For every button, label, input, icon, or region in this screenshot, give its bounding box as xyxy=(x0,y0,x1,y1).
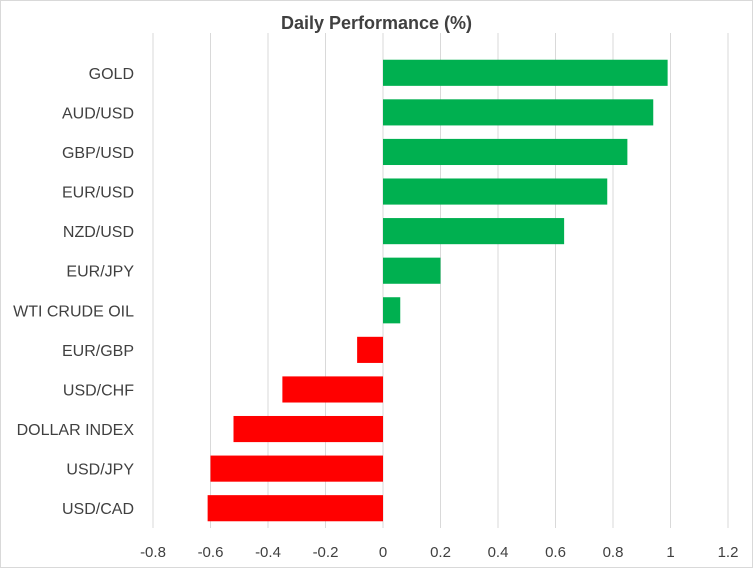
category-label: EUR/USD xyxy=(62,185,134,202)
x-tick-label: -0.8 xyxy=(140,544,166,561)
x-tick-label: -0.2 xyxy=(313,544,339,561)
bar-usd-jpy xyxy=(210,455,383,482)
category-label: AUD/USD xyxy=(62,105,134,122)
bar-layer xyxy=(207,59,668,522)
category-label: EUR/GBP xyxy=(62,343,134,360)
bar-wti-crude-oil xyxy=(383,297,401,324)
x-axis-tick-labels: -0.8 -0.6 -0.4 -0.2 0 0.2 0.4 0.6 0.8 1 1.2 xyxy=(140,544,738,561)
x-tick-label: -0.4 xyxy=(255,544,281,561)
bar-gold xyxy=(383,59,668,86)
category-label: GOLD xyxy=(89,66,134,83)
category-label: NZD/USD xyxy=(63,224,134,241)
x-tick-label: 0.4 xyxy=(488,544,509,561)
x-tick-label: 0.2 xyxy=(430,544,451,561)
category-label: USD/CAD xyxy=(62,501,134,518)
bar-eur-usd xyxy=(383,178,608,205)
bar-nzd-usd xyxy=(383,218,565,245)
category-label: GBP/USD xyxy=(62,145,134,162)
bar-usd-chf xyxy=(282,376,383,403)
category-label: DOLLAR INDEX xyxy=(17,422,135,439)
bar-eur-jpy xyxy=(383,257,441,284)
chart-title: Daily Performance (%) xyxy=(280,13,473,33)
bar-dollar-index xyxy=(233,415,383,443)
category-label: EUR/JPY xyxy=(66,264,134,281)
category-label: USD/JPY xyxy=(66,462,134,479)
category-label: WTI CRUDE OIL xyxy=(13,303,134,320)
x-tick-label: 0.8 xyxy=(603,544,624,561)
x-tick-label: -0.6 xyxy=(198,544,224,561)
x-tick-label: 0 xyxy=(379,544,387,561)
x-tick-label: 1 xyxy=(666,544,674,561)
bar-aud-usd xyxy=(383,99,654,126)
bar-eur-gbp xyxy=(357,336,383,363)
category-label: USD/CHF xyxy=(63,382,134,399)
bar-usd-cad xyxy=(207,495,383,522)
x-tick-label: 0.6 xyxy=(545,544,566,561)
category-labels: GOLD AUD/USD GBP/USD EUR/USD NZD/USD EUR/JPY W… xyxy=(13,66,134,518)
x-tick-label: 1.2 xyxy=(718,544,739,561)
bar-gbp-usd xyxy=(383,138,628,166)
